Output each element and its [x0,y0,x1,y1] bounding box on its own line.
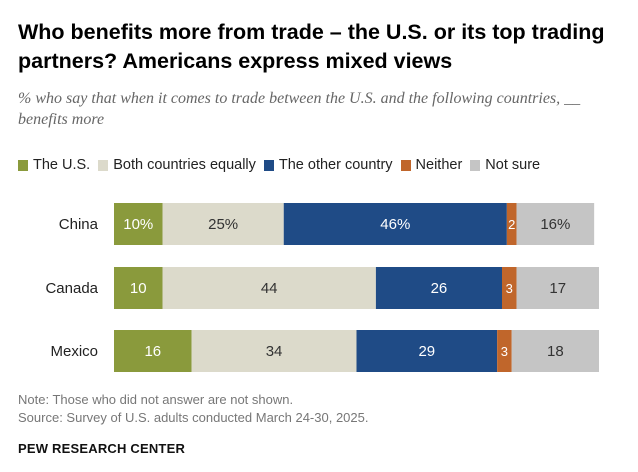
chart-notes: Note: Those who did not answer are not s… [18,391,368,427]
data-label-canada-neither: 3 [506,281,513,296]
bar-segment-mexico-neither [497,330,512,372]
bar-segment-mexico-the-u-s [114,330,192,372]
data-label-canada-the-u-s: 10 [130,280,147,297]
data-label-china-the-other-country: 46% [380,216,410,233]
bar-segment-china-the-other-country [283,203,507,245]
footer-brand: PEW RESEARCH CENTER [18,441,186,456]
stacked-bar-chart: China 10% 25% 46% 2 16% Canada 10 44 26 3 17 Mexico 1… [45,203,599,372]
data-label-canada-not-sure: 17 [549,280,566,297]
bar-segment-canada-the-u-s [114,267,163,309]
data-label-mexico-not-sure: 18 [547,343,564,360]
chart-subtitle: % who say that when it comes to trade be… [18,90,581,128]
chart-title: Who benefits more from trade – the U.S. … [18,20,605,73]
legend-label: Not sure [485,157,541,173]
data-label-canada-both-countries-equally: 44 [261,280,278,297]
legend-label: Both countries equally [113,157,256,173]
legend-label: The other country [278,157,393,173]
legend-swatch [263,159,274,171]
legend-swatch [470,159,481,171]
source-text: Source: Survey of U.S. adults conducted … [18,410,369,425]
legend-swatch [400,159,411,171]
data-label-china-both-countries-equally: 25% [208,216,238,233]
data-label-canada-the-other-country: 26 [431,280,448,297]
data-label-mexico-the-u-s: 16 [144,343,161,360]
legend-item-the-other-country: The other country [263,157,393,173]
bar-segment-canada-the-other-country [375,267,502,309]
note-text: Note: Those who did not answer are not s… [18,392,294,407]
category-label-china: China [59,216,99,233]
bar-segment-canada-both-countries-equally [162,267,376,309]
bar-segment-china-the-u-s [114,203,163,245]
bar-segment-mexico-both-countries-equally [191,330,357,372]
legend-item-not-sure: Not sure [470,157,540,173]
legend-item-both-countries-equally: Both countries equally [98,157,256,173]
legend-label: Neither [415,157,463,173]
data-label-china-neither: 2 [508,217,515,232]
legend-swatch [18,159,28,171]
legend-swatch [98,159,109,171]
bar-segment-china-neither [506,203,517,245]
bar-segment-canada-neither [502,267,517,309]
data-label-mexico-both-countries-equally: 34 [266,343,283,360]
data-label-mexico-neither: 3 [501,344,508,359]
bar-segment-mexico-not-sure [511,330,599,372]
chart-legend: The U.S. Both countries equally The other … [18,157,548,173]
category-label-canada: Canada [45,280,98,297]
bar-segment-canada-not-sure [516,267,599,309]
category-label-mexico: Mexico [50,343,98,360]
data-label-china-the-u-s: 10% [123,216,153,233]
bar-segment-mexico-the-other-country [356,330,498,372]
data-label-mexico-the-other-country: 29 [418,343,435,360]
data-label-china-not-sure: 16% [540,216,570,233]
bar-segment-china-both-countries-equally [162,203,284,245]
legend-label: The U.S. [33,157,91,173]
legend-item-the-u-s: The U.S. [18,157,90,173]
bar-segment-china-not-sure [516,203,595,245]
legend-item-neither: Neither [400,157,463,173]
